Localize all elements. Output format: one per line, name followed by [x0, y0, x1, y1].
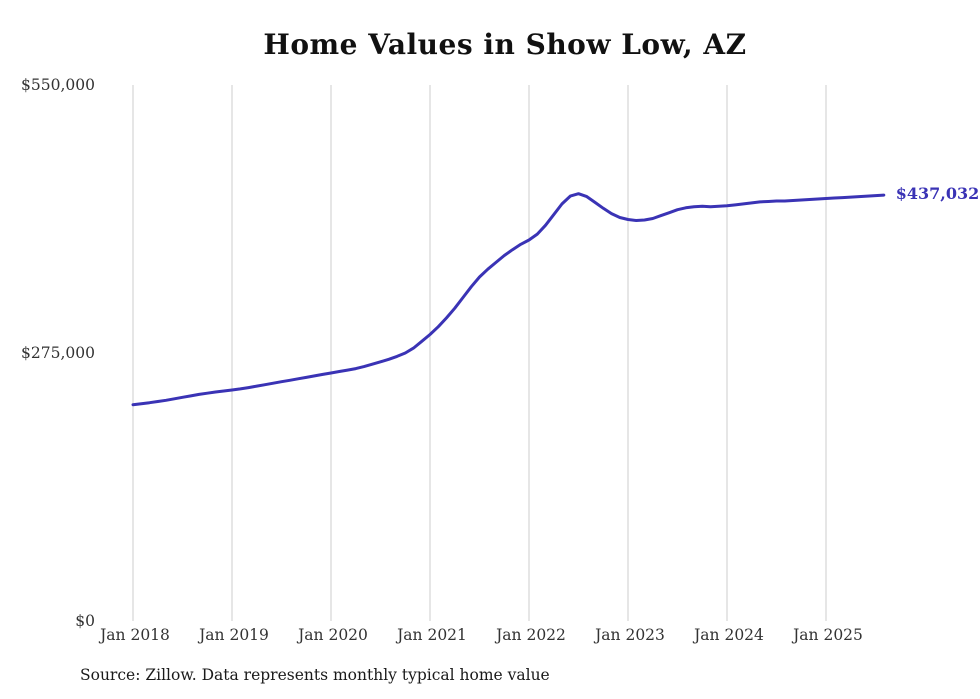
x-axis-tick-label: Jan 2020: [296, 626, 368, 644]
x-axis-tick-label: Jan 2019: [197, 626, 269, 644]
x-axis-tick-label: Jan 2023: [593, 626, 665, 644]
x-axis-tick-label: Jan 2025: [791, 626, 863, 644]
source-note: Source: Zillow. Data represents monthly …: [80, 666, 550, 684]
y-axis-tick-label: $275,000: [21, 344, 95, 362]
x-axis-tick-label: Jan 2018: [98, 626, 170, 644]
home-value-series-line: [131, 192, 886, 407]
x-axis-tick-label: Jan 2024: [692, 626, 764, 644]
final-value-label: $437,032: [895, 184, 980, 204]
y-axis-tick-label: $550,000: [21, 76, 95, 94]
y-axis-tick-label: $0: [75, 612, 95, 630]
x-axis-tick-label: Jan 2021: [395, 626, 467, 644]
chart-title: Home Values in Show Low, AZ: [263, 28, 747, 61]
x-axis-tick-label: Jan 2022: [494, 626, 566, 644]
